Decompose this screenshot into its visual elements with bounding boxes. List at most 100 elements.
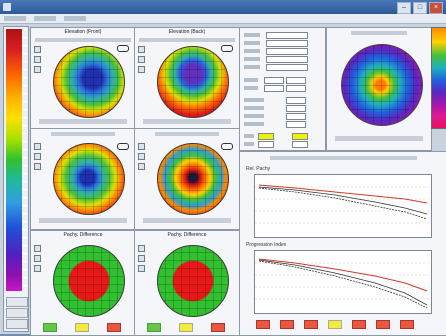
status-chip: [352, 320, 366, 329]
pachy-difference-map[interactable]: [53, 245, 125, 317]
info-field[interactable]: [266, 56, 308, 63]
map-footer: [39, 218, 127, 223]
color-scale-ticks: [22, 29, 27, 291]
info-value: [258, 141, 274, 148]
scale-button[interactable]: [6, 297, 28, 307]
graphs-header: [270, 156, 417, 160]
settings-icon[interactable]: [138, 255, 145, 262]
upper-graph-title: Rel. Pachy: [246, 166, 271, 172]
map-subtitle: [155, 132, 219, 136]
zoom-icon[interactable]: [138, 66, 145, 73]
back-elevation-map[interactable]: [157, 46, 229, 118]
lock-icon[interactable]: [138, 143, 145, 150]
map-panel-pachy-right[interactable]: Pachy. Difference: [134, 230, 240, 336]
front-ecc-map[interactable]: [53, 143, 125, 215]
map-title: Elevation (Front): [64, 29, 102, 35]
zoom-icon[interactable]: [34, 66, 41, 73]
series-line: [258, 187, 428, 220]
zoom-icon[interactable]: [34, 163, 41, 170]
graphs-panel: Rel. Pachy Progression Index: [239, 151, 446, 336]
back-ecc-map[interactable]: [157, 143, 229, 215]
lower-graph: [255, 258, 431, 309]
settings-icon[interactable]: [138, 56, 145, 63]
map-panel-pachy-left[interactable]: Pachy. Difference: [30, 230, 136, 336]
upper-graph-plot: [254, 174, 432, 238]
series-line: [258, 259, 428, 306]
map-panel-back-elevation[interactable]: Elevation (Back): [134, 27, 240, 129]
info-value: [286, 85, 306, 92]
lock-icon[interactable]: [138, 46, 145, 53]
status-chip: [179, 323, 193, 332]
status-chip: [147, 323, 161, 332]
glasses-icon: [221, 143, 233, 150]
title-bar: – □ ×: [0, 0, 446, 14]
status-chip: [43, 323, 57, 332]
map-title: Elevation (Back): [168, 29, 206, 35]
lock-icon[interactable]: [34, 46, 41, 53]
maximize-button[interactable]: □: [413, 2, 427, 14]
status-chip: [400, 320, 414, 329]
keratometry-color-scale: [431, 27, 446, 129]
settings-icon[interactable]: [34, 255, 41, 262]
status-chip: [328, 320, 342, 329]
lower-graph-title: Progression Index: [246, 242, 287, 248]
map-subtitle: [351, 31, 407, 35]
series-line: [258, 260, 428, 309]
menu-item[interactable]: [4, 16, 26, 21]
keratometry-map-panel[interactable]: [326, 27, 432, 151]
upper-graph: [255, 184, 431, 224]
map-panel-front-ecc[interactable]: [30, 128, 136, 230]
info-value: [286, 105, 306, 112]
keratometry-map[interactable]: [341, 44, 423, 126]
map-panel-back-ecc[interactable]: [134, 128, 240, 230]
info-field[interactable]: [266, 32, 308, 39]
map-footer: [335, 136, 423, 141]
info-value: [286, 77, 306, 84]
zoom-icon[interactable]: [138, 265, 145, 272]
pachy-difference-map[interactable]: [157, 245, 229, 317]
info-value: [286, 113, 306, 120]
minimize-button[interactable]: –: [397, 2, 411, 14]
zoom-icon[interactable]: [34, 265, 41, 272]
series-line: [258, 258, 428, 292]
settings-icon[interactable]: [138, 153, 145, 160]
map-title: Pachy. Difference: [167, 232, 207, 238]
map-footer: [143, 218, 231, 223]
settings-icon[interactable]: [34, 56, 41, 63]
zoom-icon[interactable]: [138, 163, 145, 170]
front-elevation-map[interactable]: [53, 46, 125, 118]
info-value: [292, 141, 308, 148]
map-subtitle: [139, 38, 235, 42]
map-subtitle: [35, 38, 131, 42]
info-field[interactable]: [266, 40, 308, 47]
lock-icon[interactable]: [34, 143, 41, 150]
info-field[interactable]: [266, 64, 308, 71]
info-highlight: [258, 133, 274, 140]
glasses-icon: [221, 45, 233, 52]
app-icon: [3, 3, 11, 11]
info-field[interactable]: [266, 48, 308, 55]
series-line: [258, 184, 428, 204]
scale-button[interactable]: [6, 308, 28, 318]
scale-button[interactable]: [6, 319, 28, 329]
menu-bar: [0, 14, 446, 24]
color-scale-panel: [3, 26, 29, 332]
info-highlight: [292, 133, 308, 140]
info-value: [264, 77, 284, 84]
status-chip: [280, 320, 294, 329]
map-footer: [143, 119, 231, 124]
lock-icon[interactable]: [138, 245, 145, 252]
status-chip: [304, 320, 318, 329]
info-value: [264, 85, 284, 92]
map-panel-front-elevation[interactable]: Elevation (Front): [30, 27, 136, 129]
glasses-icon: [117, 143, 129, 150]
status-chip: [256, 320, 270, 329]
menu-item[interactable]: [34, 16, 56, 21]
settings-icon[interactable]: [34, 153, 41, 160]
lock-icon[interactable]: [34, 245, 41, 252]
status-chip: [211, 323, 225, 332]
info-value: [286, 97, 306, 104]
menu-item[interactable]: [64, 16, 86, 21]
close-button[interactable]: ×: [429, 2, 443, 14]
